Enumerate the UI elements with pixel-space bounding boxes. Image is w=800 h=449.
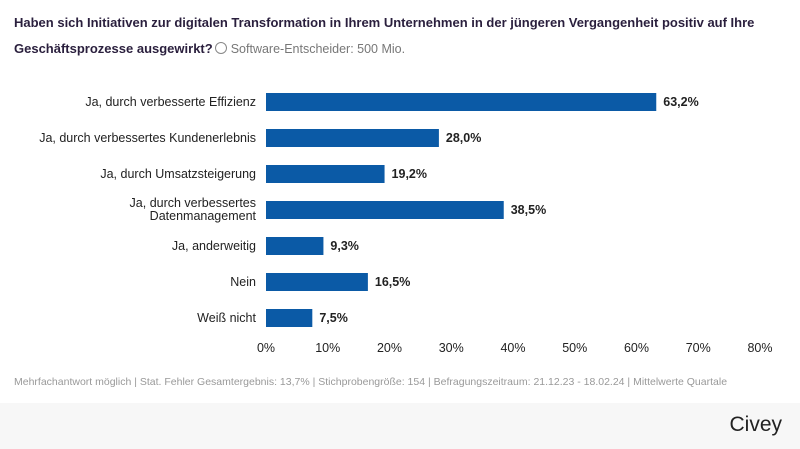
bar: [266, 129, 439, 147]
footnote: Mehrfachantwort möglich | Stat. Fehler G…: [14, 376, 728, 388]
category-label: Weiß nicht: [197, 311, 256, 325]
value-label: 19,2%: [392, 167, 427, 181]
x-tick-label: 20%: [377, 341, 402, 355]
value-label: 16,5%: [375, 275, 410, 289]
x-tick-label: 60%: [624, 341, 649, 355]
chart-title: Haben sich Initiativen zur digitalen Tra…: [14, 10, 794, 62]
bar: [266, 273, 368, 291]
civey-logo: Civey: [729, 413, 782, 436]
footer-bar: Civey: [0, 403, 800, 449]
category-label: Ja, durch Umsatzsteigerung: [100, 167, 256, 181]
value-label: 9,3%: [330, 239, 359, 253]
bar: [266, 165, 385, 183]
x-tick-label: 80%: [747, 341, 772, 355]
x-tick-label: 0%: [257, 341, 275, 355]
value-label: 63,2%: [663, 95, 698, 109]
subtitle: Software-Entscheider: 500 Mio.: [230, 42, 406, 56]
x-tick-label: 10%: [315, 341, 340, 355]
category-label: Ja, durch verbesserte Effizienz: [85, 95, 256, 109]
value-label: 38,5%: [511, 203, 546, 217]
bar: [266, 201, 504, 219]
value-label: 28,0%: [446, 131, 481, 145]
category-label: Ja, durch verbessertes Kundenerlebnis: [39, 131, 256, 145]
bar: [266, 309, 313, 327]
x-tick-label: 70%: [686, 341, 711, 355]
title-text: Haben sich Initiativen zur digitalen Tra…: [14, 15, 755, 56]
category-label: Ja, anderweitig: [172, 239, 256, 253]
bar-chart: Ja, durch verbesserte Effizienz 63,2% Ja, …: [39, 93, 773, 355]
verified-icon: [214, 42, 227, 54]
x-tick-label: 30%: [439, 341, 464, 355]
bar: [266, 93, 657, 111]
bar: [266, 237, 324, 255]
category-label: Ja, durch verbessertes Datenmanagement: [130, 196, 257, 223]
value-label: 7,5%: [319, 311, 348, 325]
x-tick-label: 50%: [562, 341, 587, 355]
category-label: Nein: [230, 275, 256, 289]
x-tick-label: 40%: [500, 341, 525, 355]
